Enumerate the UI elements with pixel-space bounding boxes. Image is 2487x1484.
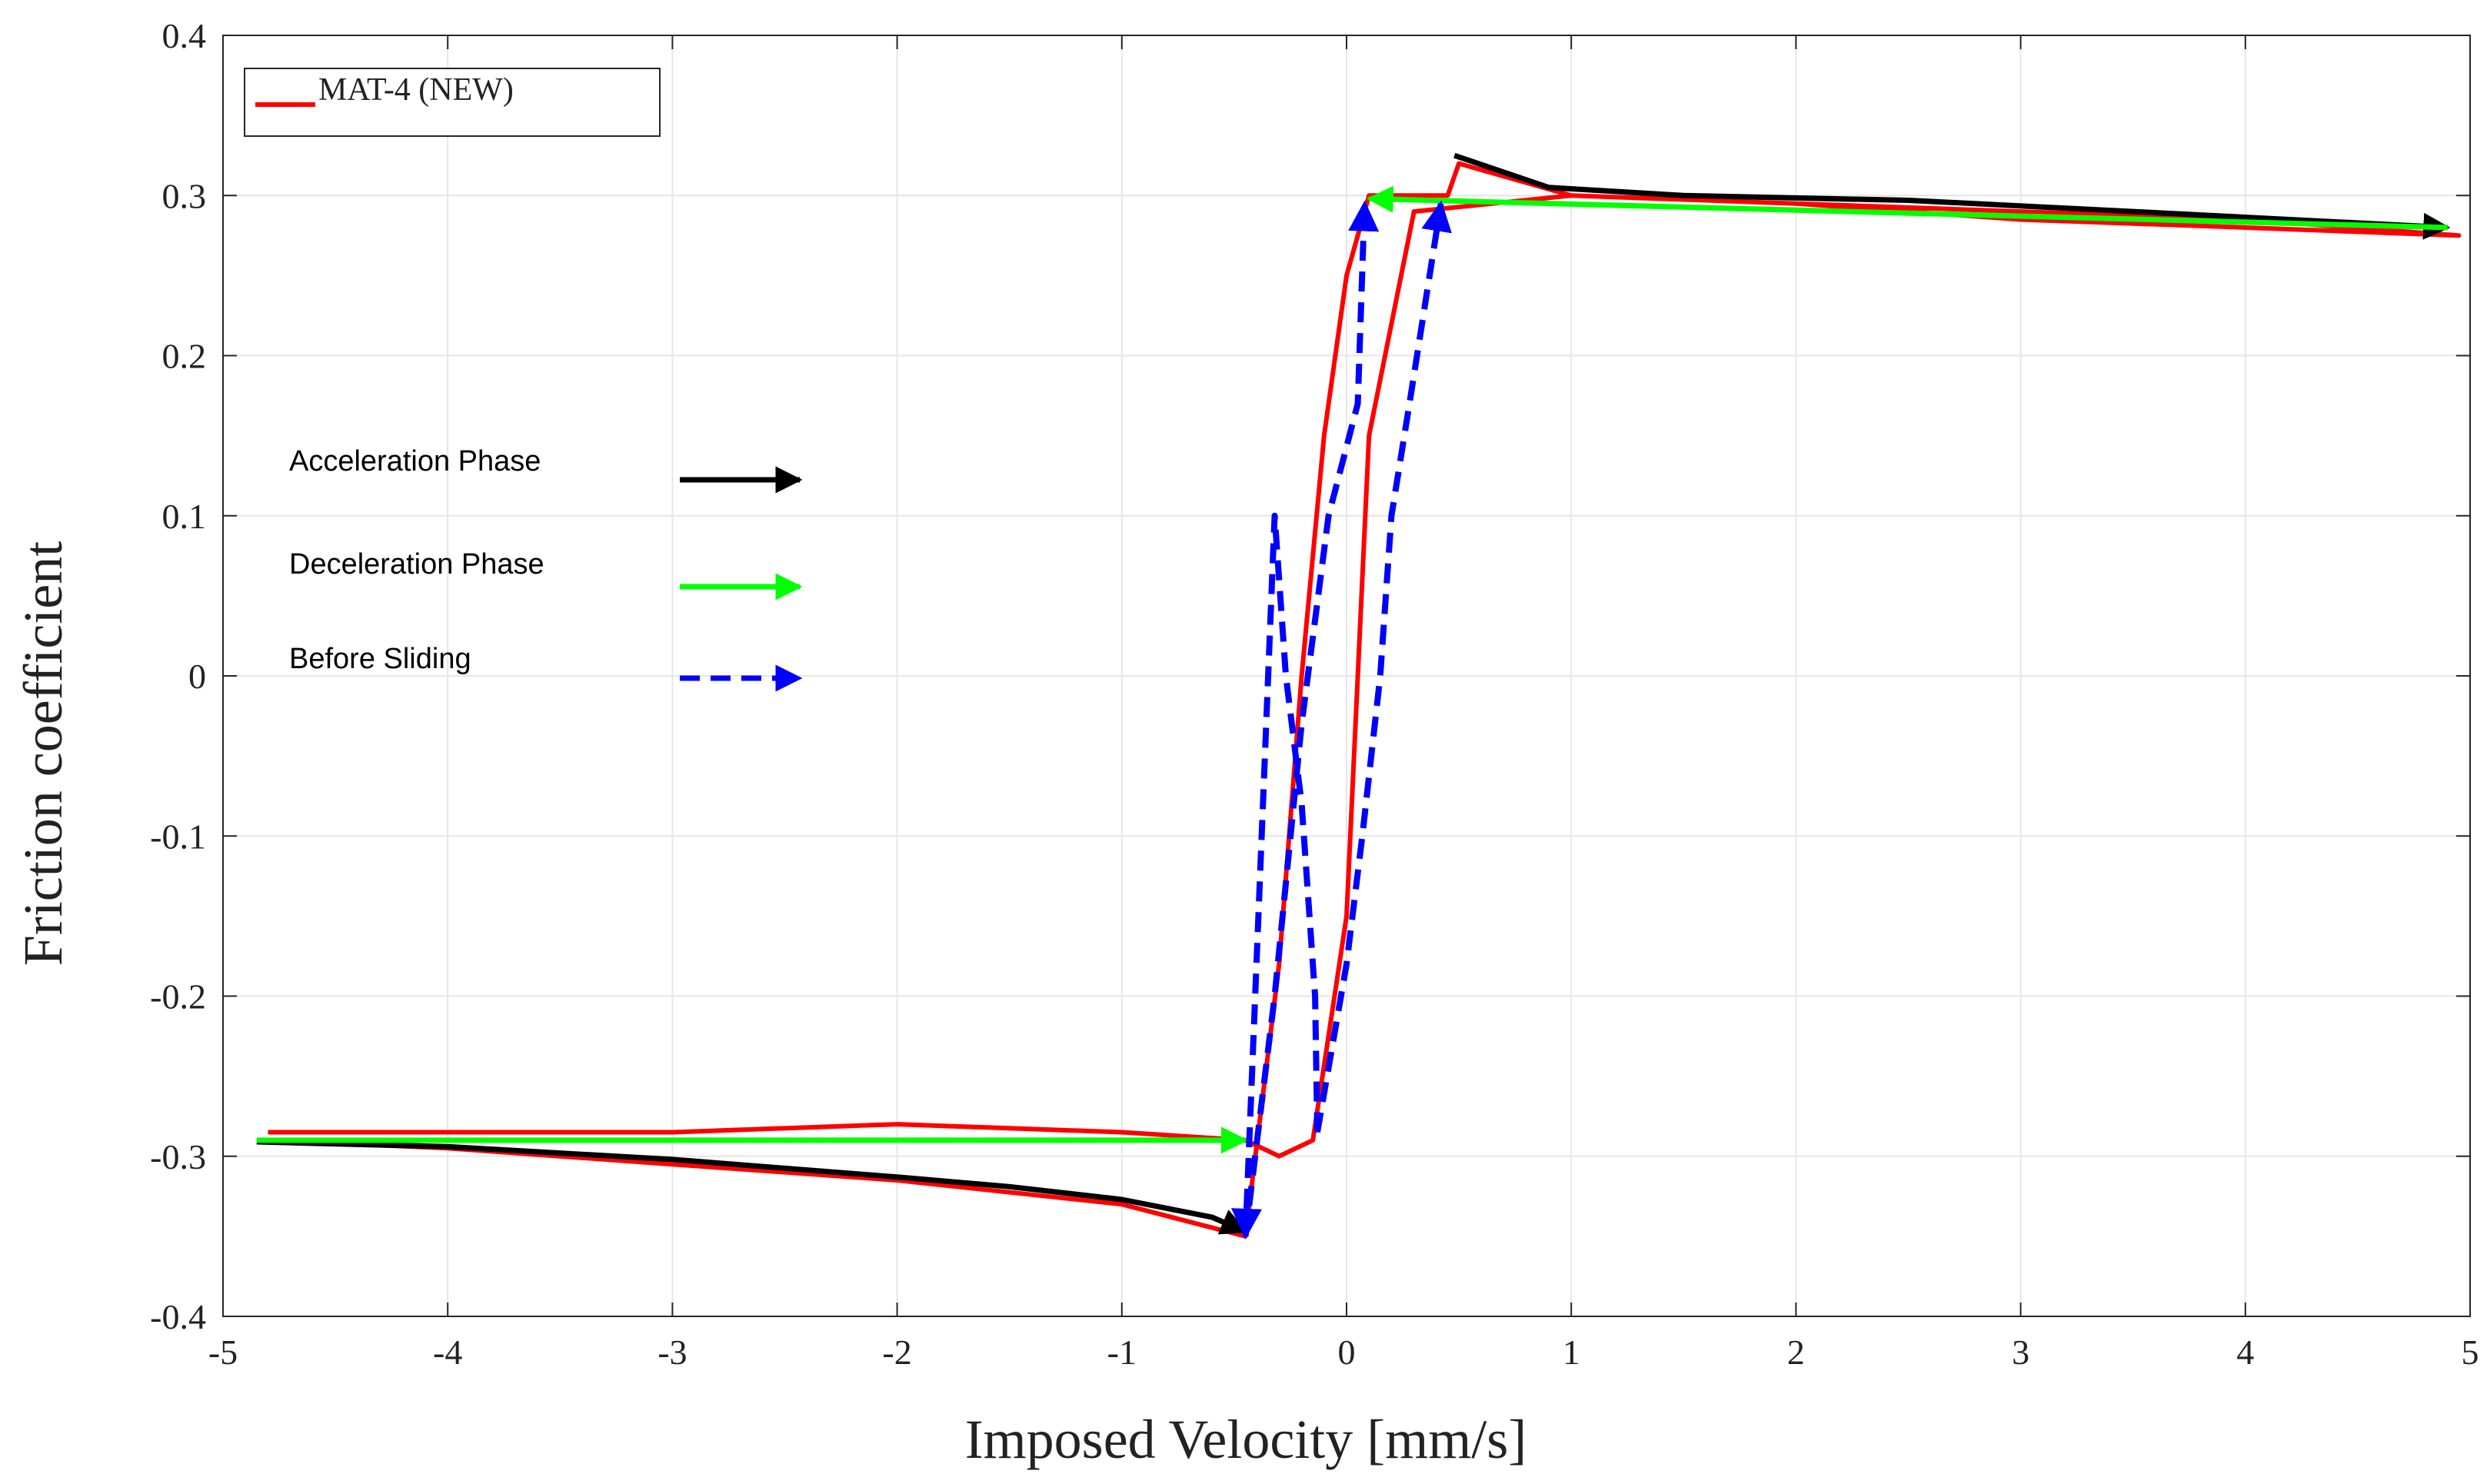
phase-annotations: Acceleration Phase Deceleration Phase Be…	[289, 445, 803, 692]
series-line-before-sliding-0	[1230, 512, 1320, 1239]
y-tick-label: -0.1	[150, 817, 206, 856]
y-tick-label: 0	[188, 657, 206, 696]
annotation-before-sliding-label: Before Sliding	[289, 643, 471, 675]
y-tick-label: -0.4	[150, 1297, 206, 1336]
x-tick-label: 3	[2012, 1333, 2029, 1372]
y-tick-label: 0.4	[162, 16, 207, 55]
annotation-deceleration-label: Deceleration Phase	[289, 548, 544, 581]
legend-label: MAT-4 (NEW)	[318, 72, 514, 108]
legend: MAT-4 (NEW)	[244, 68, 661, 137]
annotation-acceleration-label: Acceleration Phase	[289, 445, 541, 477]
x-tick-label: 4	[2236, 1333, 2254, 1372]
series-line-acceleration-phase-1	[1453, 152, 2451, 240]
y-tick-label: 0.3	[162, 176, 207, 215]
x-tick-label: -2	[882, 1333, 911, 1372]
x-tick-label: 5	[2462, 1333, 2479, 1372]
series-layer	[256, 152, 2462, 1239]
x-tick-label: -5	[208, 1333, 238, 1372]
y-axis-label: Friction coefficient	[12, 541, 74, 966]
y-axis-ticks: 0.4 0.3 0.2 0.1 0 -0.1 -0.2 -0.3 -0.4	[150, 16, 2470, 1336]
series-line-before-sliding-1	[1242, 200, 1380, 1237]
x-axis-label: Imposed Velocity [mm/s]	[965, 1409, 1527, 1470]
x-tick-label: 2	[1787, 1333, 1805, 1372]
series-line-before-sliding-2	[1314, 200, 1452, 1133]
y-tick-label: -0.3	[150, 1137, 206, 1176]
series-line-deceleration-phase-0	[1366, 185, 2448, 231]
x-tick-label: -1	[1107, 1333, 1137, 1372]
y-tick-label: 0.2	[162, 337, 207, 376]
x-tick-label: 1	[1563, 1333, 1580, 1372]
x-tick-label: -3	[658, 1333, 687, 1372]
x-tick-label: -4	[433, 1333, 462, 1372]
y-tick-label: -0.2	[150, 977, 206, 1017]
x-tick-label: 0	[1338, 1333, 1356, 1372]
series-line-acceleration-phase-0	[256, 1139, 1248, 1235]
y-tick-label: 0.1	[162, 497, 207, 536]
x-axis-ticks: -5 -4 -3 -2 -1 0 1 2 3 4 5	[208, 35, 2479, 1372]
